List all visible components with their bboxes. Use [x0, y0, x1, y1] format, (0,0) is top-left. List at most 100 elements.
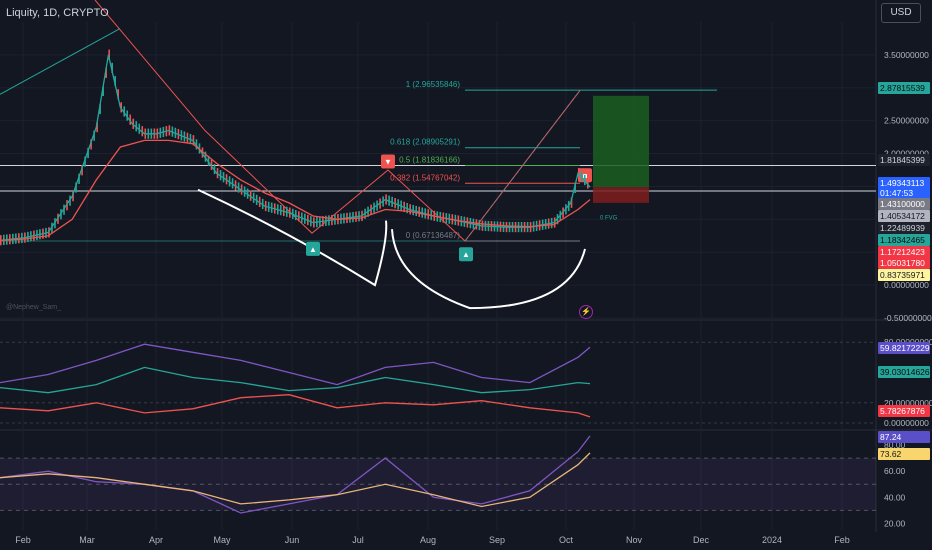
currency-button[interactable]: USD [881, 3, 921, 23]
price-tick-label: -0.50000000 [884, 313, 932, 323]
candle [577, 168, 580, 179]
candle [90, 139, 92, 150]
candle [99, 103, 101, 115]
rsi-price-label: 87.24 [880, 432, 902, 442]
time-tick-label: Sep [489, 535, 505, 545]
drawn-curve [197, 188, 388, 287]
osc-series-line [0, 366, 591, 394]
candle [135, 121, 138, 132]
fib-level-label: 0.382 (1.54767042) [390, 173, 460, 182]
price-label-bg [878, 177, 930, 189]
price-label-bg [878, 198, 930, 210]
projection-line [464, 90, 581, 242]
rsi-price-label-bg [878, 431, 930, 443]
price-label-bg [878, 246, 930, 258]
price-tick-label: 2.00000000 [884, 149, 929, 159]
price-label-bg [878, 257, 930, 269]
grid-lines [0, 0, 932, 532]
osc-price-label-bg [878, 405, 930, 417]
osc-series-line [0, 394, 591, 418]
fvg-tag: 0 FVG [600, 215, 618, 221]
signal-marker [459, 247, 473, 262]
signal-marker-glyph: ▼ [384, 157, 392, 166]
drawing-overlays: 1 (2.96535846) 0.618 (2.08905291) 0.5 (1.8… [0, 0, 876, 310]
fib-level-label: 0.618 (2.08905291) [390, 138, 460, 147]
candle [192, 135, 195, 146]
time-tick-label: Jun [285, 535, 300, 545]
time-tick-label: Aug [420, 535, 436, 545]
candle [84, 156, 86, 167]
candle [96, 121, 98, 133]
osc-tick-label: 0.00000000 [884, 418, 929, 428]
candle [75, 182, 77, 193]
rsi-tick-label: 60.00 [884, 466, 906, 476]
candle [574, 182, 576, 194]
rsi-price-label-bg [878, 448, 930, 460]
flash-icon[interactable]: ⚡ [579, 305, 593, 319]
time-tick-label: Apr [149, 535, 163, 545]
candle [126, 110, 129, 121]
osc-series-line [0, 343, 591, 386]
long-position-target-box [593, 95, 649, 188]
price-tick-label: 3.50000000 [884, 50, 929, 60]
candle [108, 49, 110, 60]
time-tick-label: Feb [834, 535, 850, 545]
candle [117, 89, 119, 100]
price-label: 01:47:53 [880, 188, 913, 198]
price-label: 1.49343113 [880, 178, 925, 188]
candle [129, 114, 132, 125]
drawn-curve [391, 229, 586, 310]
price-label: 1.17212423 [880, 247, 925, 257]
price-tick-label: 2.50000000 [884, 116, 929, 126]
candle [580, 171, 583, 182]
candle [132, 118, 135, 129]
osc-price-label: 5.78267876 [880, 406, 925, 416]
rsi-tick-label: 80.00 [884, 440, 906, 450]
rsi-tick-label: 40.00 [884, 492, 906, 502]
candle [570, 197, 573, 208]
main-series-line [0, 139, 591, 242]
price-tick-label: 0.00000000 [884, 280, 929, 290]
rsi-price-label: 73.62 [880, 449, 902, 459]
candle [201, 147, 204, 158]
price-label: 1.05031780 [880, 258, 925, 268]
price-label: 0.83735971 [880, 270, 925, 280]
price-label-bg [878, 222, 930, 234]
long-position-stop-box [593, 187, 649, 203]
price-label: 1.22489939 [880, 223, 925, 233]
main-series-line [0, 54, 591, 242]
trend-line [0, 28, 121, 95]
time-tick-label: Oct [559, 535, 574, 545]
price-label: 1.40534172 [880, 211, 925, 221]
time-tick-label: Feb [15, 535, 31, 545]
candle [87, 147, 89, 159]
candle [123, 106, 126, 117]
time-axis[interactable]: Feb Mar Apr May Jun Jul Aug Sep Oct Nov Dec 2024 Feb [15, 535, 850, 545]
candle [81, 165, 83, 176]
signal-marker [306, 241, 320, 256]
rsi-series-line [0, 435, 591, 514]
osc-price-label: 59.82172229 [880, 343, 930, 353]
signal-marker-glyph: ▲ [462, 250, 470, 259]
price-label: 1.81845399 [880, 155, 925, 165]
osc-price-label-bg [878, 342, 930, 354]
candle [204, 151, 207, 162]
fib-level-label: 1 (2.96535846) [406, 80, 461, 89]
candle [72, 191, 74, 202]
osc-tick-label: 20.00000000 [884, 398, 932, 408]
price-axis[interactable]: 3.500000003.000000002.500000002.00000000… [878, 50, 932, 529]
plot-series [0, 49, 591, 514]
price-label: 1.18342465 [880, 235, 925, 245]
candle [586, 178, 589, 189]
time-tick-label: May [213, 535, 231, 545]
price-label-bg [878, 187, 930, 199]
candle [114, 75, 116, 87]
time-tick-label: 2024 [762, 535, 782, 545]
price-label: 1.43100000 [880, 199, 925, 209]
time-tick-label: Mar [79, 535, 95, 545]
candle [93, 130, 95, 141]
time-tick-label: Dec [693, 535, 710, 545]
osc-price-label-bg [878, 366, 930, 378]
